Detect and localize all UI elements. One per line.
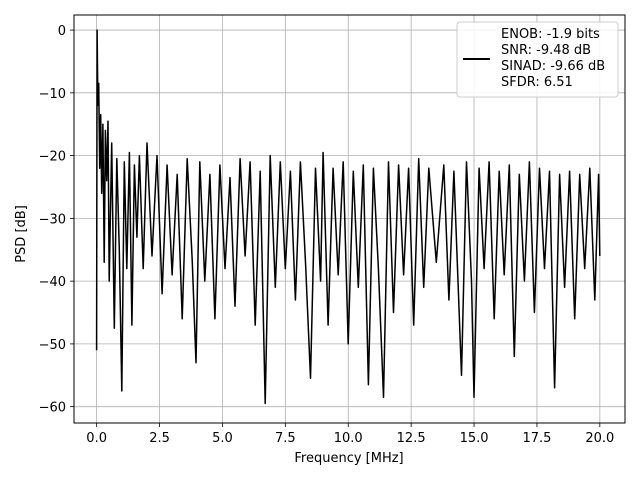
psd-series-line — [95, 29, 601, 405]
y-tick-label: 0 — [58, 24, 66, 39]
x-tick-label: 17.5 — [522, 431, 551, 446]
legend-entry: ENOB: -1.9 bits — [501, 27, 600, 42]
y-axis-ticks: 0 −10 −20 −30 −40 −50 −60 — [39, 24, 74, 416]
x-tick-label: 15.0 — [460, 431, 489, 446]
y-tick-label: −30 — [39, 212, 66, 227]
x-tick-label: 5.0 — [212, 431, 233, 446]
legend-entry: SFDR: 6.51 — [501, 75, 573, 90]
y-tick-label: −40 — [39, 275, 66, 290]
x-tick-label: 7.5 — [275, 431, 296, 446]
y-tick-label: −10 — [39, 87, 66, 102]
y-tick-label: −20 — [39, 150, 66, 165]
plot-area — [95, 29, 601, 405]
legend-entry: SINAD: -9.66 dB — [501, 59, 605, 74]
legend-box — [456, 21, 619, 98]
x-tick-label: 20.0 — [585, 431, 614, 446]
y-tick-label: −60 — [39, 401, 66, 416]
y-axis-label: PSD [dB] — [14, 205, 29, 263]
x-tick-label: 10.0 — [334, 431, 363, 446]
legend-entry: SNR: -9.48 dB — [501, 43, 591, 58]
y-tick-label: −50 — [39, 338, 66, 353]
x-axis-ticks: 0.0 2.5 5.0 7.5 10.0 12.5 15.0 17.5 20.0 — [86, 423, 614, 446]
axes-frame — [73, 14, 626, 424]
x-tick-label: 0.0 — [86, 431, 107, 446]
x-tick-label: 12.5 — [397, 431, 426, 446]
x-axis-label: Frequency [MHz] — [294, 451, 403, 466]
x-tick-label: 2.5 — [149, 431, 170, 446]
